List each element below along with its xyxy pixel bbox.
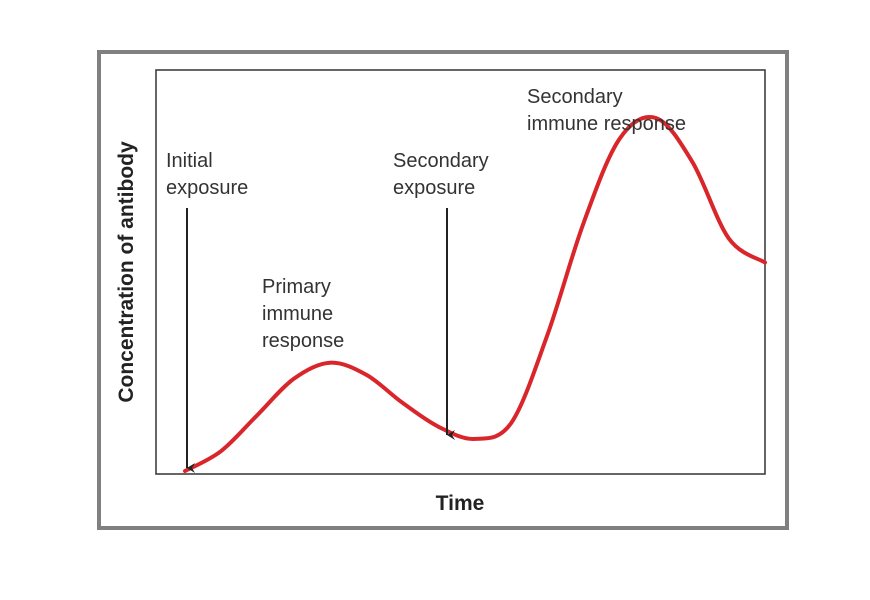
initial-exposure-line-2: exposure <box>166 177 248 199</box>
initial-exposure-line-1: Initial <box>166 150 213 172</box>
primary-response-line-3: response <box>262 330 344 352</box>
secondary-response-annotation: Secondary immune response <box>527 86 686 135</box>
secondary-exposure-line-1: Secondary <box>393 150 489 172</box>
plot-area <box>155 69 766 475</box>
antibody-curve <box>183 115 767 473</box>
initial-exposure-annotation: Initial exposure <box>166 150 248 473</box>
secondary-exposure-annotation: Secondary exposure <box>393 150 489 440</box>
y-axis-title: Concentration of antibody <box>115 141 138 403</box>
secondary-response-line-2: immune response <box>527 113 686 135</box>
x-axis-title: Time <box>436 492 485 515</box>
primary-response-line-1: Primary <box>262 276 331 298</box>
secondary-response-line-1: Secondary <box>527 86 623 108</box>
primary-response-line-2: immune <box>262 303 333 325</box>
primary-response-annotation: Primary immune response <box>262 276 344 352</box>
secondary-exposure-line-2: exposure <box>393 177 475 199</box>
